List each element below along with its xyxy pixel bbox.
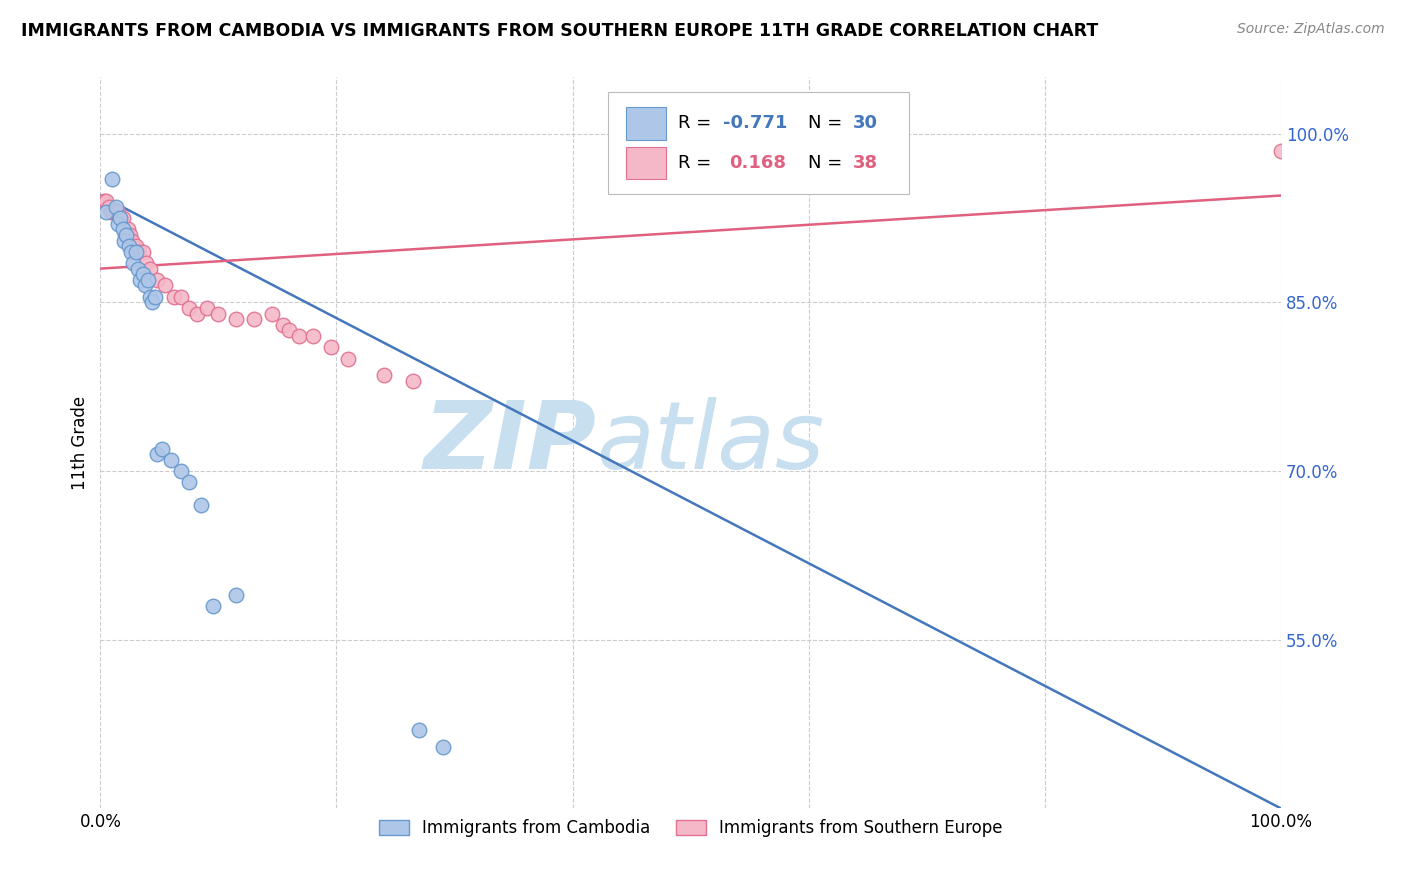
Point bbox=[207, 307, 229, 321]
Point bbox=[100, 205, 122, 219]
Point bbox=[408, 723, 430, 737]
Point bbox=[169, 290, 191, 304]
Point bbox=[146, 273, 169, 287]
Text: IMMIGRANTS FROM CAMBODIA VS IMMIGRANTS FROM SOUTHERN EUROPE 11TH GRADE CORRELATI: IMMIGRANTS FROM CAMBODIA VS IMMIGRANTS F… bbox=[21, 22, 1098, 40]
Point bbox=[143, 290, 166, 304]
Text: Source: ZipAtlas.com: Source: ZipAtlas.com bbox=[1237, 22, 1385, 37]
Text: -0.771: -0.771 bbox=[723, 114, 787, 133]
Legend: Immigrants from Cambodia, Immigrants from Southern Europe: Immigrants from Cambodia, Immigrants fro… bbox=[373, 813, 1010, 844]
Point bbox=[337, 351, 360, 366]
Point bbox=[122, 256, 145, 270]
Text: R =: R = bbox=[678, 114, 717, 133]
Point bbox=[104, 205, 127, 219]
Point bbox=[402, 374, 425, 388]
Point bbox=[134, 278, 156, 293]
Point bbox=[103, 205, 125, 219]
Point bbox=[120, 244, 142, 259]
FancyBboxPatch shape bbox=[607, 92, 910, 194]
Point bbox=[162, 290, 184, 304]
Point bbox=[118, 227, 141, 242]
Point bbox=[190, 498, 212, 512]
Point bbox=[132, 244, 155, 259]
Point bbox=[125, 244, 148, 259]
Point bbox=[107, 217, 129, 231]
Point bbox=[111, 211, 134, 225]
Point bbox=[96, 194, 118, 209]
Text: 38: 38 bbox=[852, 154, 877, 172]
Point bbox=[278, 323, 301, 337]
Point bbox=[96, 205, 118, 219]
Point bbox=[114, 227, 136, 242]
Point bbox=[135, 256, 157, 270]
FancyBboxPatch shape bbox=[626, 147, 666, 179]
Point bbox=[139, 261, 162, 276]
Point bbox=[373, 368, 395, 383]
Point bbox=[225, 588, 247, 602]
Point bbox=[195, 301, 218, 315]
Point bbox=[243, 312, 266, 326]
Point bbox=[169, 464, 191, 478]
Point bbox=[129, 273, 152, 287]
Text: N =: N = bbox=[807, 114, 848, 133]
Point bbox=[1270, 144, 1292, 158]
Point bbox=[146, 447, 169, 461]
Point bbox=[115, 227, 138, 242]
Point bbox=[155, 278, 177, 293]
Text: ZIP: ZIP bbox=[423, 397, 596, 489]
Point bbox=[136, 273, 159, 287]
Point bbox=[118, 239, 141, 253]
Text: atlas: atlas bbox=[596, 398, 824, 489]
Point bbox=[177, 301, 200, 315]
Point bbox=[132, 267, 155, 281]
Point bbox=[287, 329, 309, 343]
Point bbox=[302, 329, 325, 343]
Point bbox=[225, 312, 247, 326]
Point bbox=[112, 234, 135, 248]
Point bbox=[117, 222, 139, 236]
Point bbox=[160, 452, 183, 467]
Point bbox=[177, 475, 200, 490]
Point bbox=[128, 244, 150, 259]
Text: R =: R = bbox=[678, 154, 717, 172]
Point bbox=[121, 234, 143, 248]
Point bbox=[139, 290, 162, 304]
Point bbox=[127, 261, 149, 276]
Point bbox=[319, 340, 342, 354]
Point bbox=[150, 442, 173, 456]
Y-axis label: 11th Grade: 11th Grade bbox=[72, 396, 89, 490]
Point bbox=[110, 211, 132, 225]
Text: 30: 30 bbox=[852, 114, 877, 133]
Point bbox=[107, 205, 129, 219]
Point bbox=[93, 194, 115, 209]
Point bbox=[141, 295, 163, 310]
Point bbox=[125, 239, 148, 253]
Point bbox=[101, 171, 124, 186]
Point bbox=[201, 599, 224, 613]
Point bbox=[186, 307, 208, 321]
Point bbox=[110, 211, 132, 225]
Point bbox=[111, 222, 134, 236]
Text: N =: N = bbox=[807, 154, 848, 172]
FancyBboxPatch shape bbox=[626, 107, 666, 139]
Point bbox=[260, 307, 283, 321]
Point bbox=[273, 318, 295, 332]
Point bbox=[97, 200, 120, 214]
Point bbox=[104, 200, 127, 214]
Point bbox=[432, 739, 454, 754]
Text: 0.168: 0.168 bbox=[730, 154, 786, 172]
